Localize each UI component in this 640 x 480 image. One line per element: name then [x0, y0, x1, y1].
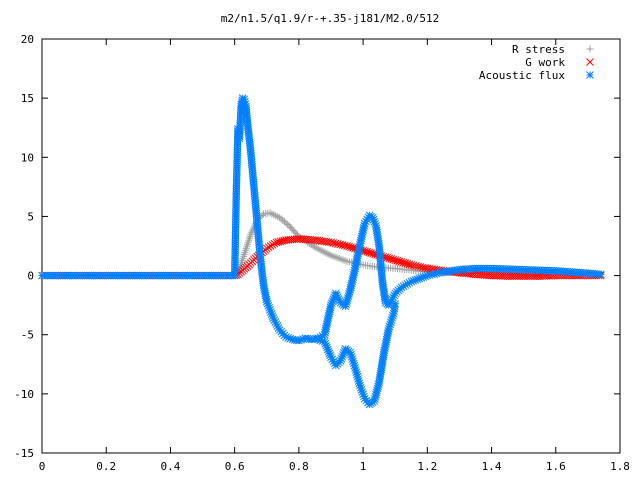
axis-ticks: 0 0.2 0.4 0.6 0.8 1 1.2 1.4 1.6 1.8 -15 -10 -5 0 5 10 15…	[14, 33, 630, 473]
data-point	[416, 263, 425, 271]
series-extra-3	[314, 300, 400, 409]
legend-label: R stress	[512, 43, 565, 56]
y-tick-label: 0	[27, 270, 34, 283]
data-point	[421, 264, 429, 272]
series-acoustic-flux	[38, 94, 605, 345]
legend-label: Acoustic flux	[479, 69, 565, 82]
data-point	[329, 239, 338, 247]
data-point	[405, 260, 414, 269]
data-point	[409, 261, 418, 270]
x-tick-label: 0.2	[96, 460, 116, 473]
data-point	[327, 238, 335, 247]
data-point	[324, 238, 333, 246]
data-point	[309, 242, 317, 250]
x-tick-label: 1.6	[546, 460, 566, 473]
chart-title: m2/n1.5/q1.9/r-+.35-j181/M2.0/512	[221, 12, 440, 25]
y-tick-label: 5	[27, 210, 34, 223]
data-point	[336, 240, 345, 249]
y-tick-label: -5	[21, 329, 34, 342]
data-point	[418, 263, 427, 272]
data-point	[331, 239, 340, 248]
data-point	[596, 270, 605, 279]
x-tick-label: 0.8	[289, 460, 309, 473]
y-tick-label: -15	[14, 447, 34, 460]
x-tick-label: 1.8	[610, 460, 630, 473]
x-tick-label: 1.2	[417, 460, 437, 473]
data-point	[334, 240, 342, 248]
data-point	[264, 243, 273, 252]
y-tick-label: -10	[14, 388, 34, 401]
data-point	[266, 242, 275, 250]
data-point	[586, 45, 594, 53]
y-tick-label: 20	[21, 33, 34, 46]
data-point	[414, 262, 423, 271]
legend-label: G work	[525, 56, 565, 69]
data-point	[586, 58, 594, 66]
plot-frame	[41, 38, 621, 454]
data-point	[586, 71, 594, 79]
data-point	[407, 261, 416, 269]
data-point	[338, 241, 347, 249]
data-point	[340, 241, 349, 250]
x-tick-label: 1.4	[482, 460, 502, 473]
x-tick-label: 0.4	[161, 460, 181, 473]
x-tick-label: 0	[39, 460, 46, 473]
data-series	[38, 94, 605, 409]
y-tick-label: 10	[21, 151, 34, 164]
data-point	[412, 262, 420, 270]
data-point	[262, 244, 271, 253]
data-point	[391, 300, 400, 308]
data-point	[270, 239, 279, 248]
x-tick-label: 1	[360, 460, 367, 473]
data-point	[284, 221, 292, 229]
x-tick-label: 0.6	[225, 460, 245, 473]
data-point	[268, 240, 277, 249]
y-tick-label: 15	[21, 92, 34, 105]
